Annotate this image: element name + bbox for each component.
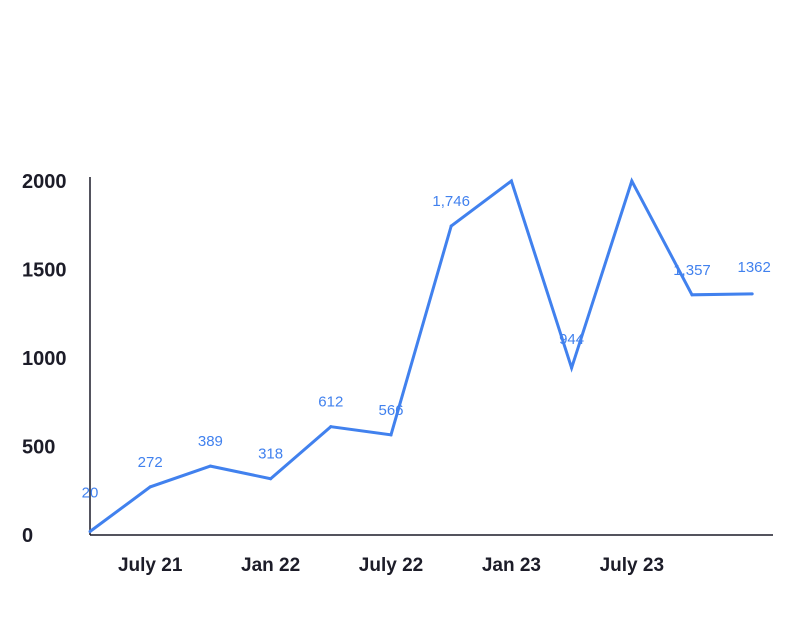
data-point: [88, 529, 92, 533]
y-tick-label: 1500: [22, 260, 67, 282]
data-label: 612: [318, 394, 343, 411]
data-point: [630, 179, 634, 183]
y-tick-label: 2000: [22, 171, 67, 193]
data-label: 1,357: [673, 262, 711, 279]
data-label: 272: [138, 454, 163, 471]
x-tick-label: July 21: [118, 555, 183, 576]
y-tick-label: 0: [22, 525, 33, 547]
x-tick-label: July 23: [600, 555, 664, 576]
y-tick-label: 500: [22, 437, 55, 459]
data-labels: 20 272 389 318 612 566 1,746 944 1,357 1362: [82, 193, 771, 502]
data-point: [148, 485, 152, 489]
x-tick-label: Jan 23: [482, 555, 541, 576]
data-label: 1,746: [432, 193, 470, 210]
data-point: [269, 477, 273, 481]
data-point: [389, 433, 393, 437]
data-label: 318: [258, 446, 283, 463]
x-tick-label: Jan 22: [241, 555, 300, 576]
series-line: [89, 177, 753, 533]
data-label: 944: [559, 331, 584, 348]
x-axis: July 21 Jan 22 July 22 Jan 23 July 23: [90, 534, 773, 576]
data-label: 1362: [738, 259, 771, 276]
data-point: [329, 425, 333, 429]
data-label: 389: [198, 433, 223, 450]
y-tick-label: 1000: [22, 348, 67, 370]
x-tick-label: July 22: [359, 555, 423, 576]
data-label: 20: [82, 484, 99, 501]
data-point: [509, 179, 513, 183]
data-point: [750, 292, 754, 296]
data-point: [690, 293, 694, 297]
y-axis: 0 500 1000 1500 2000: [22, 171, 91, 547]
data-point: [208, 464, 212, 468]
series-group: [88, 177, 754, 533]
data-label: 566: [378, 402, 403, 419]
data-point: [570, 366, 574, 370]
data-point: [449, 224, 453, 228]
